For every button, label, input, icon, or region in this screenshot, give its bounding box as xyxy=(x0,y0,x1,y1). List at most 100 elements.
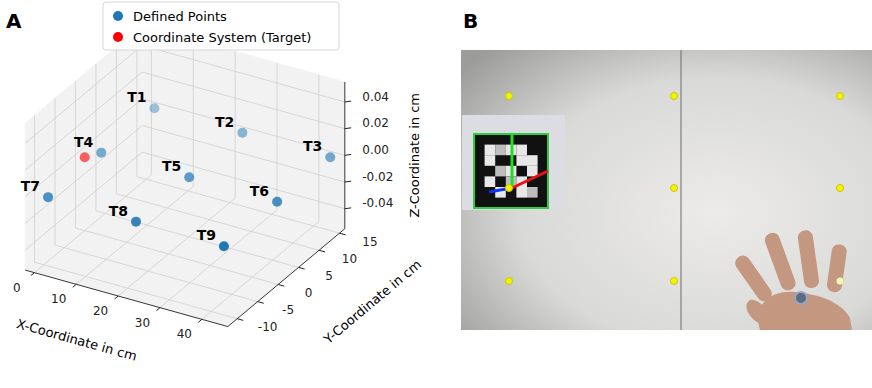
data-point xyxy=(325,152,335,162)
grid-line xyxy=(160,210,277,308)
grid-line xyxy=(34,175,151,273)
y-tick xyxy=(278,284,284,286)
legend-box xyxy=(103,2,339,50)
grid-line xyxy=(142,99,345,156)
y-tick xyxy=(258,302,264,304)
z-tick xyxy=(345,127,351,129)
x-tick-label: 0 xyxy=(13,281,21,295)
target-dot xyxy=(837,278,844,285)
data-point xyxy=(184,172,194,182)
x-axis-title: X-Coordinate in cm xyxy=(15,316,139,364)
y-axis-title: Y-Coordinate in cm xyxy=(320,257,424,348)
z-tick xyxy=(345,154,351,156)
x-tick xyxy=(156,308,160,311)
y-tick-label: -10 xyxy=(258,320,278,334)
legend-label: Defined Points xyxy=(133,9,227,24)
aruco-cell xyxy=(495,145,506,156)
z-tick-label: 0.04 xyxy=(362,90,389,104)
pane xyxy=(142,25,345,228)
grid-line xyxy=(25,72,142,170)
point-label: T1 xyxy=(127,89,146,105)
axes-3d: 010203040-10-5051015-0.04-0.020.000.020.… xyxy=(13,25,424,363)
aruco-cell xyxy=(516,187,527,198)
x-tick xyxy=(73,284,77,287)
aruco-cell xyxy=(527,155,538,166)
aruco-cell xyxy=(485,145,496,156)
y-tick-label: 5 xyxy=(325,269,333,283)
ring xyxy=(795,292,807,304)
x-axis-line xyxy=(25,270,228,327)
x-tick-label: 20 xyxy=(93,304,108,318)
pane xyxy=(25,25,142,270)
x-tick xyxy=(115,296,119,299)
grid-line xyxy=(55,245,258,302)
hand-finger xyxy=(826,243,848,293)
z-tick xyxy=(345,181,351,183)
board-seam xyxy=(681,50,682,330)
grid-line xyxy=(75,228,278,285)
legend-symbol xyxy=(113,11,123,21)
z-tick xyxy=(345,101,351,103)
z-axis-title: Z-Coordinate in cm xyxy=(407,93,422,218)
z-tick-label: 0.00 xyxy=(362,143,389,157)
marker-axis-y xyxy=(511,134,514,188)
target-dot xyxy=(506,93,513,100)
grid-line xyxy=(25,99,142,197)
x-tick xyxy=(31,273,35,276)
aruco-cell xyxy=(516,145,527,156)
data-point xyxy=(131,217,141,227)
hand-palm xyxy=(758,292,852,330)
y-tick-label: 15 xyxy=(362,235,377,249)
y-tick xyxy=(319,250,325,252)
target-dot xyxy=(506,278,513,285)
grid-line xyxy=(25,45,142,143)
aruco-cell xyxy=(527,187,538,198)
grid-line xyxy=(96,211,299,268)
legend-label: Coordinate System (Target) xyxy=(133,30,311,45)
photo xyxy=(461,50,872,330)
y-tick-label: -5 xyxy=(282,303,294,317)
points xyxy=(43,103,335,251)
fingertip-dot xyxy=(837,278,844,285)
grid-line xyxy=(76,186,193,284)
marker-paper xyxy=(462,115,565,210)
y-tick xyxy=(299,267,305,269)
point-label: T4 xyxy=(74,134,94,150)
x-tick-label: 40 xyxy=(177,327,192,341)
data-point xyxy=(149,103,159,113)
data-point xyxy=(219,241,229,251)
grid-line xyxy=(35,262,238,319)
target-dot xyxy=(671,93,678,100)
z-tick-label: 0.02 xyxy=(362,116,389,130)
y-tick xyxy=(237,319,243,321)
data-point xyxy=(96,148,106,158)
grid-line xyxy=(25,126,142,224)
hand-finger xyxy=(797,229,820,289)
x-tick-label: 10 xyxy=(51,292,66,306)
aruco-cell xyxy=(485,155,496,166)
aruco-cell xyxy=(495,166,506,177)
panel-label: B xyxy=(463,9,478,33)
point-label: T6 xyxy=(250,183,269,199)
legend-symbol xyxy=(113,32,123,42)
x-tick xyxy=(198,319,202,322)
aruco-cell xyxy=(485,176,496,187)
target-dot xyxy=(837,93,844,100)
data-point xyxy=(237,128,247,138)
grid-line xyxy=(25,152,142,250)
data-point xyxy=(272,197,282,207)
y-axis-line xyxy=(228,229,345,327)
grid xyxy=(25,28,345,319)
point-label: T9 xyxy=(197,227,216,243)
x-tick-label: 30 xyxy=(135,316,150,330)
grid-line xyxy=(142,45,345,102)
hand-finger xyxy=(763,231,798,293)
data-point xyxy=(80,152,90,162)
aruco-cell xyxy=(516,155,527,166)
grid-line xyxy=(118,198,235,296)
grid-line xyxy=(116,194,319,251)
figure: AB010203040-10-5051015-0.04-0.020.000.02… xyxy=(0,0,872,388)
grid-line xyxy=(202,221,319,319)
target-dot xyxy=(671,185,678,192)
point-label: T3 xyxy=(303,138,322,154)
